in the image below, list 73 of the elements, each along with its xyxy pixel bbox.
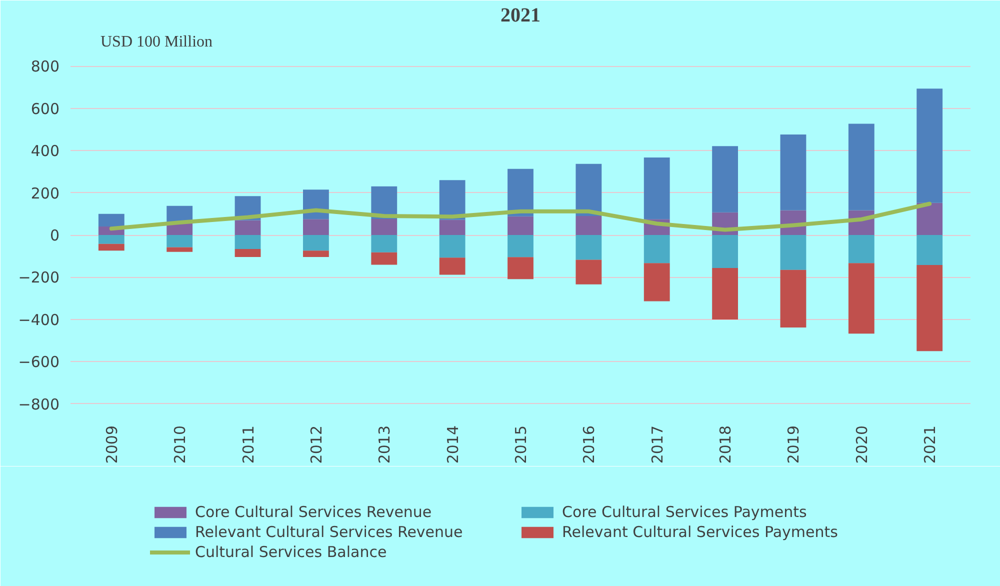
y-axis-title: USD 100 Million bbox=[100, 34, 213, 50]
bar bbox=[712, 146, 738, 212]
y-tick-label: 600 bbox=[30, 100, 60, 118]
bar bbox=[234, 220, 261, 235]
chart-title: 2021 bbox=[500, 4, 540, 26]
bar bbox=[576, 164, 602, 216]
x-tick-label: 2009 bbox=[102, 425, 121, 464]
bar bbox=[439, 258, 466, 275]
bar bbox=[576, 235, 602, 260]
bar bbox=[712, 235, 738, 268]
y-tick-label: −600 bbox=[18, 353, 60, 372]
bar bbox=[644, 235, 670, 264]
bar bbox=[916, 88, 943, 203]
bar bbox=[576, 260, 602, 284]
bar bbox=[848, 235, 874, 264]
bar bbox=[848, 263, 874, 334]
x-tick-label: 2017 bbox=[648, 425, 666, 464]
bar bbox=[916, 202, 943, 235]
bar bbox=[508, 257, 534, 280]
bar bbox=[371, 252, 398, 265]
x-tick-label: 2011 bbox=[239, 425, 258, 464]
legend-label: Core Cultural Services Payments bbox=[562, 503, 808, 521]
legend-label: Relevant Cultural Services Payments bbox=[562, 523, 839, 541]
bar bbox=[439, 235, 466, 258]
x-tick-label: 2021 bbox=[921, 425, 940, 464]
legend-label: Core Cultural Services Revenue bbox=[195, 503, 433, 521]
x-tick-label: 2019 bbox=[784, 425, 803, 464]
bar bbox=[644, 158, 670, 220]
x-tick-label: 2012 bbox=[307, 425, 326, 464]
bar bbox=[303, 219, 329, 235]
bar bbox=[234, 235, 261, 249]
y-tick-label: 0 bbox=[50, 226, 60, 244]
x-tick-label: 2020 bbox=[852, 425, 871, 464]
bar bbox=[508, 235, 534, 258]
x-tick-label: 2014 bbox=[444, 425, 462, 464]
bar bbox=[166, 235, 193, 248]
legend-label: Relevant Cultural Services Revenue bbox=[195, 523, 464, 541]
bar bbox=[848, 124, 874, 210]
bar bbox=[576, 216, 602, 235]
y-tick-label: 200 bbox=[30, 184, 60, 202]
x-tick-label: 2015 bbox=[512, 425, 530, 464]
bar bbox=[98, 214, 124, 227]
bar bbox=[644, 263, 670, 302]
bar bbox=[166, 247, 193, 252]
bar bbox=[712, 268, 738, 320]
x-tick-label: 2013 bbox=[376, 425, 394, 464]
bar bbox=[508, 216, 534, 235]
bar bbox=[780, 270, 806, 328]
x-tick-label: 2018 bbox=[716, 425, 735, 464]
y-tick-label: −400 bbox=[18, 310, 60, 329]
bar bbox=[780, 235, 806, 270]
line-series bbox=[109, 202, 932, 232]
bar bbox=[303, 235, 329, 251]
x-tick-label: 2016 bbox=[580, 425, 598, 464]
bar bbox=[98, 244, 124, 251]
bar bbox=[234, 248, 261, 257]
legend-label: Cultural Services Balance bbox=[195, 543, 388, 561]
bar bbox=[916, 264, 943, 352]
bar bbox=[439, 180, 466, 220]
bar bbox=[371, 235, 398, 252]
bar bbox=[439, 220, 466, 235]
bar bbox=[303, 250, 329, 257]
bar bbox=[916, 235, 943, 265]
bar bbox=[166, 223, 193, 235]
bar bbox=[780, 134, 806, 210]
bar bbox=[508, 168, 534, 216]
y-tick-label: −200 bbox=[18, 268, 60, 287]
bar bbox=[371, 218, 398, 235]
y-tick-label: −800 bbox=[18, 395, 60, 414]
y-tick-label: 400 bbox=[30, 142, 60, 160]
bar bbox=[98, 235, 124, 244]
y-tick-label: 800 bbox=[30, 58, 60, 76]
x-tick-label: 2010 bbox=[171, 425, 190, 464]
